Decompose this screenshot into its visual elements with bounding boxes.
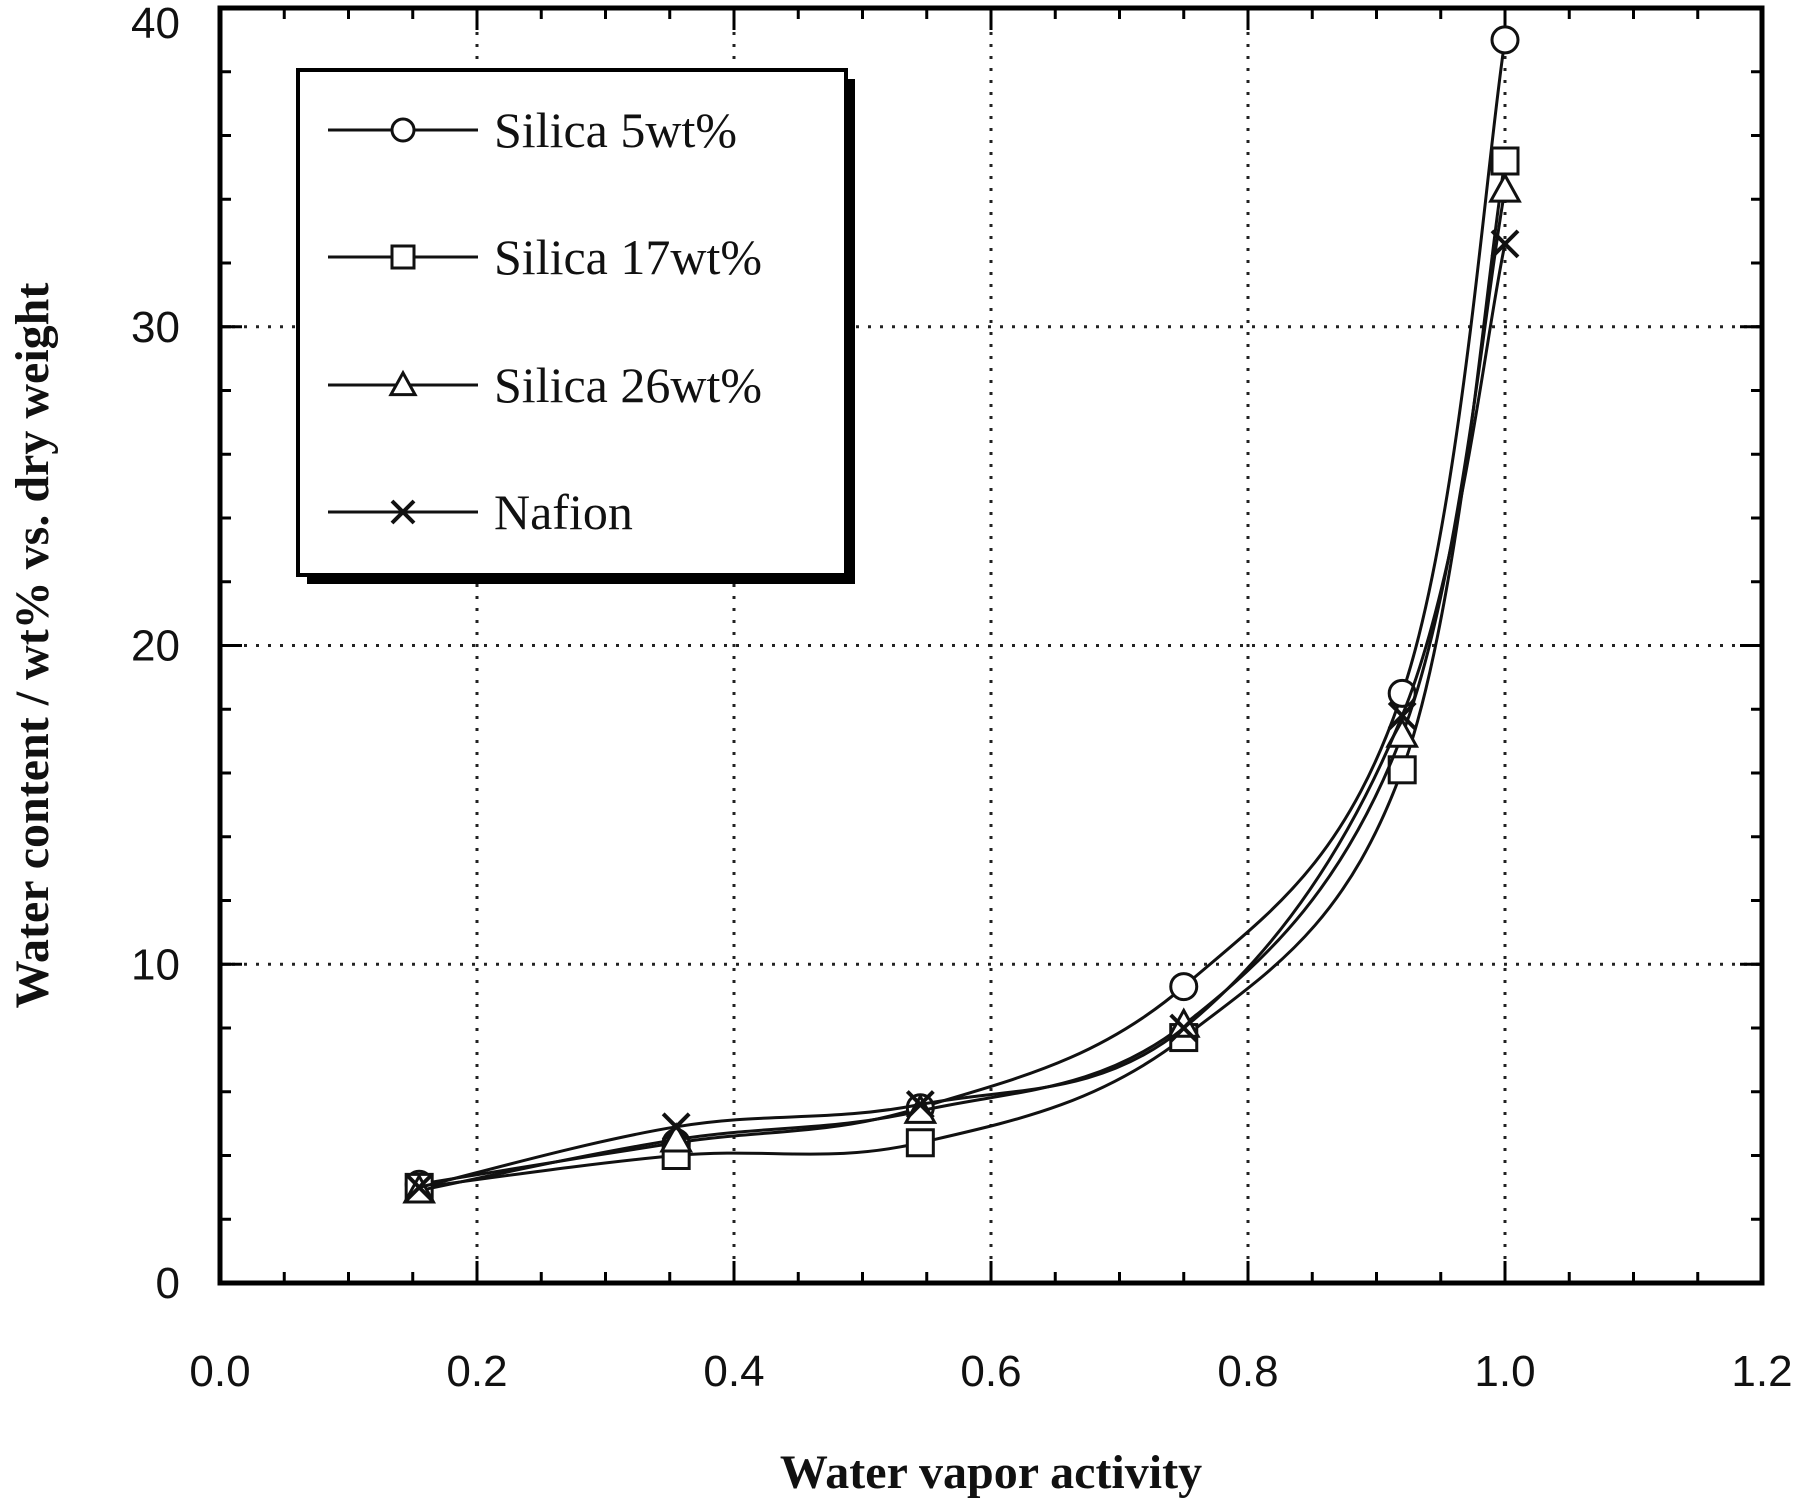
grid xyxy=(220,8,1762,1283)
plot-frame xyxy=(217,5,1765,1286)
data-point-circle xyxy=(1169,972,1199,1002)
y-tick-label: 30 xyxy=(131,303,180,352)
legend-label: Silica 5wt% xyxy=(494,102,737,158)
plot-series xyxy=(402,25,1522,1204)
legend-marker-circle xyxy=(390,117,416,143)
series-line xyxy=(418,243,1507,1189)
y-axis-title: Water content / wt% vs. dry weight xyxy=(6,283,59,1009)
legend-marker-x xyxy=(390,499,416,525)
data-point-x xyxy=(905,1090,935,1119)
legend-box xyxy=(296,68,848,577)
x-axis-title: Water vapor activity xyxy=(780,1446,1202,1499)
data-point-x xyxy=(404,1172,434,1202)
data-point-triangle xyxy=(1488,172,1522,203)
x-marker-stroke xyxy=(390,499,416,525)
data-point-square xyxy=(1490,146,1520,176)
legend-label: Silica 26wt% xyxy=(494,357,762,413)
x-tick-label: 0.2 xyxy=(446,1347,507,1396)
data-point-triangle xyxy=(659,1122,694,1153)
legend-item-circle: Silica 5wt% xyxy=(328,102,737,158)
data-point-x xyxy=(661,1112,691,1142)
x-tick-label: 0.6 xyxy=(960,1347,1021,1396)
legend-item-x: Nafion xyxy=(328,484,633,540)
y-tick-label: 0 xyxy=(156,1259,180,1308)
data-point-x xyxy=(1490,229,1520,259)
y-tick-label: 10 xyxy=(131,940,180,989)
legend-label: Silica 17wt% xyxy=(494,229,762,285)
data-point-x xyxy=(1169,1013,1199,1043)
legend-marker-square xyxy=(390,244,416,270)
series-x xyxy=(404,229,1520,1202)
y-tick-label: 40 xyxy=(131,0,180,48)
x-tick-label: 0.4 xyxy=(703,1347,764,1396)
tick-labels: 0.0 0.2 0.4 0.6 0.8 1.0 1.2 0 10 20 30 40 xyxy=(131,0,1793,1396)
x-tick-label: 1.0 xyxy=(1474,1347,1535,1396)
x-marker-stroke xyxy=(1490,229,1520,259)
legend-marker-triangle xyxy=(388,369,418,397)
x-tick-label: 0.0 xyxy=(189,1347,250,1396)
x-tick-label: 0.8 xyxy=(1217,1347,1278,1396)
legend-label: Nafion xyxy=(494,484,633,540)
x-marker-stroke xyxy=(1387,701,1417,731)
x-marker-stroke xyxy=(661,1112,691,1142)
y-tick-label: 20 xyxy=(131,622,180,671)
legend-item-square: Silica 17wt% xyxy=(328,229,762,285)
legend-item-triangle: Silica 26wt% xyxy=(328,357,762,413)
data-point-x xyxy=(1387,701,1417,731)
x-marker-stroke xyxy=(1169,1013,1199,1043)
data-point-circle xyxy=(1490,25,1520,55)
x-tick-label: 1.2 xyxy=(1731,1347,1792,1396)
data-point-square xyxy=(905,1128,935,1158)
x-marker-stroke xyxy=(404,1172,434,1202)
x-marker-stroke xyxy=(905,1090,935,1119)
legend: Silica 5wt% Silica 17wt% Silica 26wt% Nafio… xyxy=(296,68,855,584)
legend-items: Silica 5wt% Silica 17wt% Silica 26wt% Nafio… xyxy=(328,102,762,540)
